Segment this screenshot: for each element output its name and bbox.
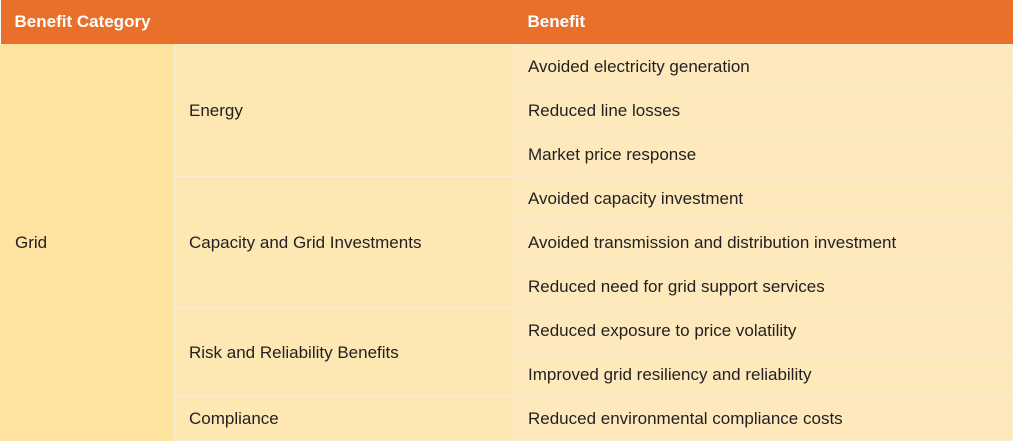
table-row: Risk and Reliability Benefits Reduced ex…: [1, 308, 1013, 397]
table-row: Capacity and Grid Investments Avoided ca…: [1, 176, 1013, 309]
table-row: Improved grid resiliency and reliability: [1, 352, 1013, 397]
benefit-item: Improved grid resiliency and reliability: [513, 352, 1013, 397]
table-row: Reduced need for grid support services: [1, 264, 1013, 309]
benefit-item: Reduced need for grid support services: [513, 264, 1013, 309]
group-energy: Energy: [174, 44, 514, 177]
group-risk-and-reliability: Risk and Reliability Benefits: [174, 308, 514, 397]
table-row: Reduced line losses: [1, 88, 1013, 133]
table-row: Grid Energy Avoided electricity generati…: [0, 44, 1013, 441]
benefit-item: Reduced environmental compliance costs: [513, 396, 1013, 441]
table-row: Market price response: [1, 132, 1013, 177]
benefit-item: Avoided transmission and distribution in…: [513, 220, 1013, 265]
header-benefit-category: Benefit Category: [0, 0, 514, 45]
header-row: Benefit Category Benefit: [0, 0, 1013, 45]
table-row: Compliance Reduced environmental complia…: [1, 396, 1013, 441]
benefit-item: Reduced exposure to price volatility: [513, 308, 1013, 353]
header-benefit: Benefit: [513, 0, 1013, 45]
benefit-item: Avoided capacity investment: [513, 176, 1013, 221]
benefit-item: Avoided electricity generation: [513, 44, 1013, 89]
table-row: Avoided transmission and distribution in…: [1, 220, 1013, 265]
group-compliance: Compliance: [174, 396, 514, 441]
benefit-item: Market price response: [513, 132, 1013, 177]
category-grid: Grid: [0, 44, 175, 441]
group-capacity-and-grid-investments: Capacity and Grid Investments: [174, 176, 514, 309]
benefit-item: Reduced line losses: [513, 88, 1013, 133]
